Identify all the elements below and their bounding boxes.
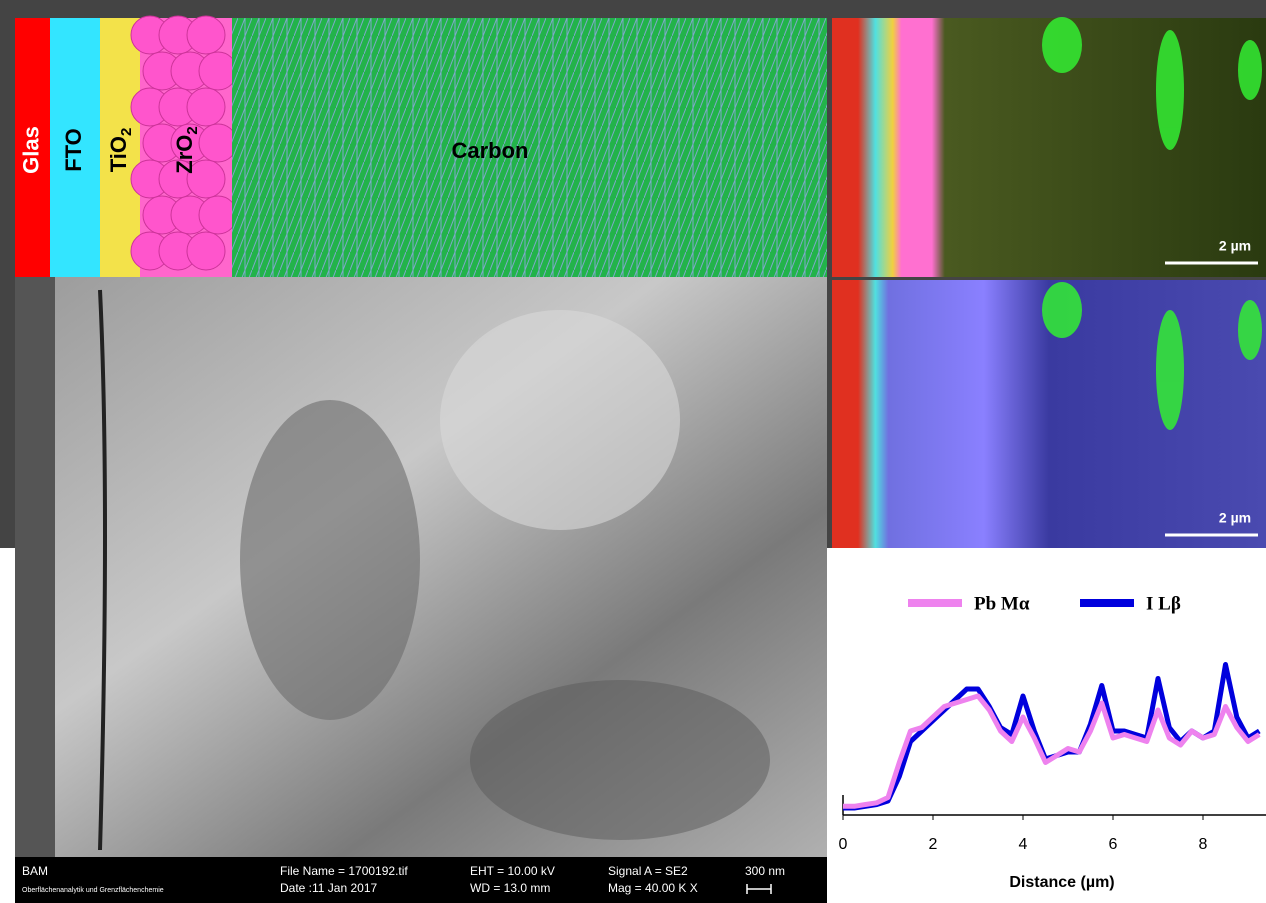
layer-label-text: ZrO	[172, 135, 197, 174]
sem-eht: EHT = 10.00 kV	[470, 864, 555, 878]
particle	[187, 232, 225, 270]
sem-feature	[240, 400, 420, 720]
sem-scale: 300 nm	[745, 864, 785, 878]
layer-label-sub: 2	[118, 128, 135, 136]
figure: BAM Oberflächenanalytik und Grenzflächen…	[0, 0, 1266, 903]
layer	[232, 18, 827, 277]
layer-label-text: TiO	[106, 136, 131, 172]
sem-feature	[470, 680, 770, 840]
scale-bar-label: 2 µm	[1219, 510, 1251, 526]
sem-info-bar	[15, 857, 827, 903]
particle	[187, 16, 225, 54]
layer-label: Carbon	[452, 138, 529, 163]
x-axis-label: Distance (µm)	[1009, 874, 1114, 891]
sem-mag: Mag = 40.00 K X	[608, 881, 698, 895]
particle	[187, 88, 225, 126]
legend-label: Pb Mα	[974, 593, 1030, 614]
sem-date: Date :11 Jan 2017	[280, 881, 378, 895]
sem-wd: WD = 13.0 mm	[470, 881, 550, 895]
x-tick-label: 2	[929, 836, 938, 853]
layer-label-text: FTO	[61, 128, 86, 172]
sem-signal: Signal A = SE2	[608, 864, 688, 878]
layer-label: FTO	[61, 128, 86, 172]
particle	[199, 196, 237, 234]
layer-label-sub: 2	[184, 126, 201, 134]
sem-edge	[15, 277, 55, 857]
particle	[199, 124, 237, 162]
line-chart: 0 2 4 6 8 Distance (µm) Pb Mα I Lβ	[839, 593, 1266, 891]
sem-file: File Name = 1700192.tif	[280, 864, 408, 878]
legend-label: I Lβ	[1146, 593, 1181, 614]
sem-lab: BAM	[22, 864, 48, 878]
data-line	[843, 696, 1259, 806]
sem-feature	[440, 310, 680, 530]
x-tick-label: 4	[1019, 836, 1028, 853]
x-tick-label: 0	[839, 836, 848, 853]
x-tick-label: 6	[1109, 836, 1118, 853]
sem-dept: Oberflächenanalytik und Grenzflächenchem…	[22, 887, 164, 894]
layer-label: Glas	[18, 126, 43, 174]
particle	[199, 52, 237, 90]
scale-bar-label: 2 µm	[1219, 238, 1251, 254]
layer-label-text: Glas	[18, 126, 43, 174]
x-tick-label: 8	[1199, 836, 1208, 853]
